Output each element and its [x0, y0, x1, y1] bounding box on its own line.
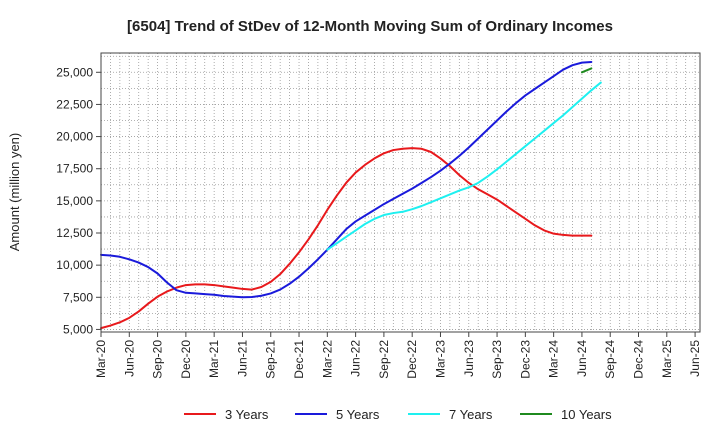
y-axis-label: Amount (million yen)	[7, 133, 22, 252]
x-tick-label: Mar-22	[320, 340, 334, 378]
y-tick-label: 17,500	[56, 162, 93, 176]
x-tick-label: Jun-21	[235, 340, 249, 377]
x-tick-label: Dec-23	[518, 340, 532, 379]
x-tick-label: Dec-20	[179, 340, 193, 379]
y-tick-label: 12,500	[56, 226, 93, 240]
y-tick-label: 5,000	[63, 322, 93, 336]
x-tick-label: Dec-22	[405, 340, 419, 379]
legend-label-5-years: 5 Years	[336, 407, 380, 422]
y-tick-label: 25,000	[56, 65, 93, 79]
x-tick-label: Mar-24	[547, 340, 561, 378]
plot-area	[101, 53, 700, 332]
x-tick-label: Dec-24	[632, 340, 646, 379]
x-tick-label: Mar-23	[433, 340, 447, 378]
y-tick-label: 7,500	[63, 290, 93, 304]
legend-label-7-years: 7 Years	[449, 407, 493, 422]
plot-frame	[100, 52, 701, 333]
y-tick-label: 20,000	[56, 130, 93, 144]
x-tick-label: Mar-25	[660, 340, 674, 378]
y-tick-label: 10,000	[56, 258, 93, 272]
y-tick-label: 15,000	[56, 194, 93, 208]
grid-layer	[100, 53, 700, 332]
legend: 3 Years 5 Years 7 Years 10 Years	[184, 407, 612, 422]
x-tick-label: Jun-25	[688, 340, 702, 377]
x-tick-label: Jun-22	[349, 340, 363, 377]
series-line-7-years	[326, 81, 602, 251]
x-tick-label: Mar-20	[94, 340, 108, 378]
x-tick-label: Sep-21	[264, 340, 278, 379]
chart-title: [6504] Trend of StDev of 12-Month Moving…	[127, 18, 613, 35]
x-tick-layer: Mar-20 Jun-20 Sep-20 Dec-20 Mar-21 Jun-21 Sep-…	[94, 332, 702, 379]
series-layer	[100, 61, 602, 330]
x-tick-label: Mar-21	[207, 340, 221, 378]
x-tick-label: Sep-20	[151, 340, 165, 379]
y-tick-label: 22,500	[56, 97, 93, 111]
x-tick-label: Jun-24	[575, 340, 589, 377]
x-tick-label: Dec-21	[292, 340, 306, 379]
series-line-10-years	[580, 67, 593, 74]
x-tick-label: Sep-23	[490, 340, 504, 379]
legend-label-3-years: 3 Years	[225, 407, 269, 422]
x-tick-label: Sep-24	[603, 340, 617, 379]
series-line-5-years	[100, 61, 593, 299]
legend-label-10-years: 10 Years	[561, 407, 612, 422]
series-line-3-years	[100, 147, 593, 330]
x-tick-label: Jun-20	[122, 340, 136, 377]
x-tick-label: Sep-22	[377, 340, 391, 379]
x-tick-label: Jun-23	[462, 340, 476, 377]
y-tick-layer: 5,000 7,500 10,000 12,500 15,000 17,500 20,000…	[56, 65, 101, 336]
